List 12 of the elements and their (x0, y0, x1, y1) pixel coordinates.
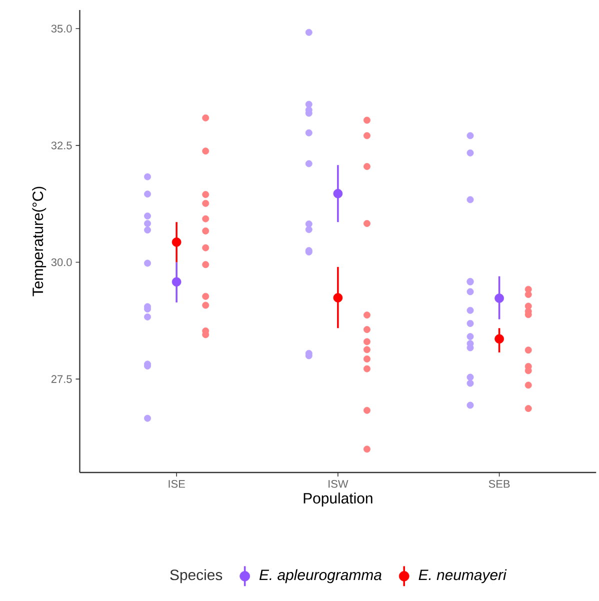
y-axis-title: Temperature(°C) (32, 186, 46, 296)
x-axis-title: Population (304, 492, 372, 507)
x-tick-label: ISW (328, 480, 348, 488)
y-tick-label: 32.5 (51, 142, 72, 150)
legend-title: Species (170, 569, 222, 584)
y-tick-label: 35.0 (51, 24, 72, 33)
legend-label: E. apleurogramma (259, 569, 382, 584)
y-tick-label: 30.0 (51, 258, 72, 266)
x-tick-label: SEB (488, 480, 510, 488)
x-tick-label: ISE (168, 480, 185, 488)
legend-label: E. neumayeri (418, 569, 507, 584)
y-tick-label: 27.5 (51, 375, 72, 383)
